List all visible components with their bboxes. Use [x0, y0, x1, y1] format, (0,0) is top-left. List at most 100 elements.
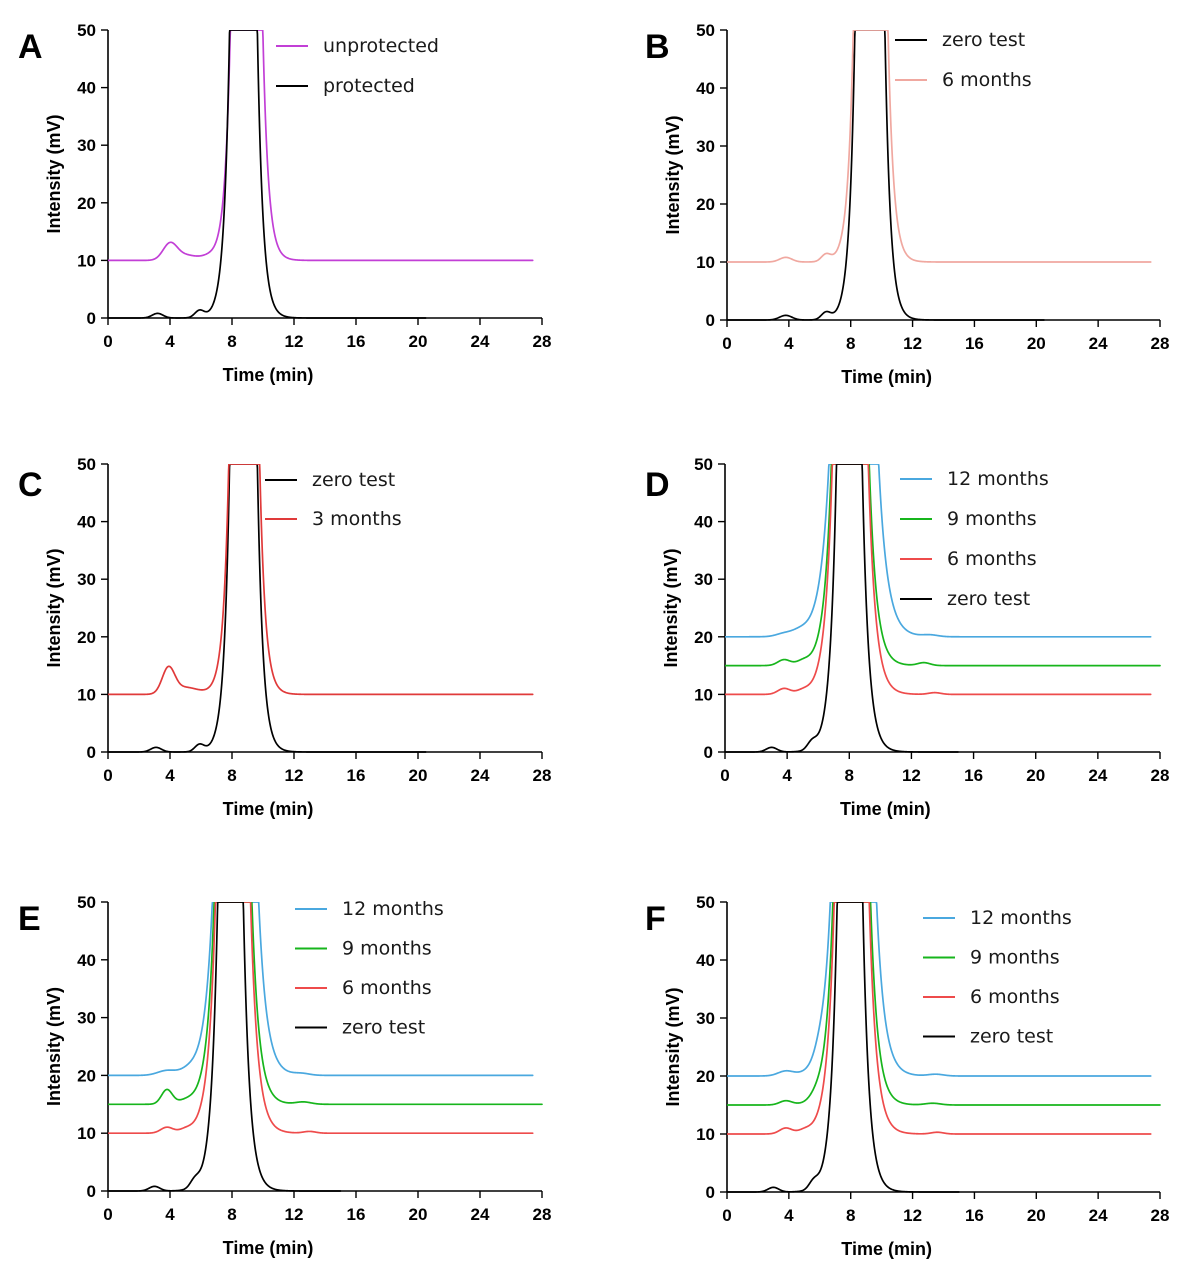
x-tick-label: 16: [347, 332, 366, 351]
y-tick-label: 40: [77, 513, 96, 532]
y-tick-label: 0: [706, 311, 715, 330]
y-tick-label: 20: [77, 194, 96, 213]
x-tick-label: 12: [285, 766, 304, 785]
x-tick-label: 28: [1151, 766, 1170, 785]
x-tick-label: 16: [965, 1206, 984, 1225]
x-tick-label: 28: [533, 332, 552, 351]
legend-label: 12 months: [342, 898, 444, 920]
y-tick-label: 40: [77, 79, 96, 98]
series-line-unprotected: [108, 30, 534, 262]
legend-label: zero test: [942, 29, 1025, 51]
y-tick-label: 30: [694, 570, 713, 589]
series-line-zero-test: [108, 902, 342, 1192]
x-axis-title: Time (min): [223, 365, 314, 385]
y-tick-label: 20: [696, 1067, 715, 1086]
y-tick-label: 30: [77, 1009, 96, 1028]
panel-letter: D: [645, 466, 670, 504]
x-tick-label: 28: [533, 1205, 552, 1224]
series-line-zero-test: [727, 30, 1045, 321]
y-tick-label: 0: [87, 743, 96, 762]
legend-label: 9 months: [970, 947, 1060, 969]
y-axis-title: Intensity (mV): [44, 114, 64, 233]
x-tick-label: 4: [165, 1205, 175, 1224]
y-tick-label: 20: [694, 628, 713, 647]
x-tick-label: 16: [347, 1205, 366, 1224]
x-tick-label: 24: [471, 766, 490, 785]
legend-label: 9 months: [342, 938, 432, 960]
y-axis-title: Intensity (mV): [44, 987, 64, 1106]
y-tick-label: 0: [706, 1183, 715, 1202]
series-line-6-months: [108, 902, 534, 1135]
y-axis-title: Intensity (mV): [661, 548, 681, 667]
x-axis-title: Time (min): [840, 799, 931, 819]
chart-panel-a: A 0 4 8 12 16 20 24 28 0 10 20 30 40 50 Time (min) Inten…: [18, 21, 551, 385]
legend-label: 12 months: [947, 468, 1049, 490]
series-line-zero-test: [727, 902, 960, 1193]
series-line-zero-test: [108, 464, 427, 753]
y-tick-label: 10: [694, 685, 713, 704]
y-tick-label: 30: [696, 1009, 715, 1028]
y-tick-label: 50: [696, 893, 715, 912]
y-tick-label: 50: [77, 455, 96, 474]
y-tick-label: 40: [696, 79, 715, 98]
x-tick-label: 20: [409, 332, 428, 351]
legend-label: 6 months: [342, 977, 432, 999]
x-tick-label: 4: [165, 332, 175, 351]
x-tick-label: 12: [903, 1206, 922, 1225]
series-line-protected: [108, 30, 427, 319]
y-tick-label: 50: [77, 893, 96, 912]
y-tick-label: 10: [77, 1124, 96, 1143]
y-tick-label: 40: [696, 951, 715, 970]
series-line-9-months: [108, 902, 543, 1106]
y-tick-label: 50: [694, 455, 713, 474]
x-tick-label: 24: [1089, 334, 1108, 353]
x-tick-label: 8: [846, 1206, 855, 1225]
legend-label: zero test: [947, 588, 1030, 610]
y-axis-title: Intensity (mV): [663, 115, 683, 234]
y-tick-label: 50: [77, 21, 96, 40]
panel-letter: A: [18, 28, 43, 66]
x-tick-label: 8: [845, 766, 854, 785]
x-tick-label: 12: [903, 334, 922, 353]
y-tick-label: 30: [696, 137, 715, 156]
panel-letter: B: [645, 28, 670, 66]
y-tick-label: 40: [694, 513, 713, 532]
y-tick-label: 0: [87, 1182, 96, 1201]
x-tick-label: 12: [902, 766, 921, 785]
x-tick-label: 0: [720, 766, 729, 785]
x-tick-label: 4: [782, 766, 792, 785]
y-tick-label: 40: [77, 951, 96, 970]
series-line-12-months: [725, 464, 1152, 638]
x-tick-label: 24: [1089, 1206, 1108, 1225]
panel-letter: C: [18, 466, 43, 504]
x-axis-title: Time (min): [841, 367, 932, 387]
x-tick-label: 8: [227, 1205, 236, 1224]
series-line-9-months: [727, 902, 1161, 1106]
x-tick-label: 20: [1027, 334, 1046, 353]
y-tick-label: 0: [87, 309, 96, 328]
y-tick-label: 10: [696, 1125, 715, 1144]
y-tick-label: 10: [77, 251, 96, 270]
x-tick-label: 0: [722, 1206, 731, 1225]
series-line-12-months: [727, 902, 1152, 1077]
x-tick-label: 12: [285, 332, 304, 351]
chart-panel-d: D 0 4 8 12 16 20 24 28 0 10 20 30 40 50 Time (min) Inten…: [645, 455, 1169, 819]
legend-label: zero test: [970, 1026, 1053, 1048]
chart-panel-c: C 0 4 8 12 16 20 24 28 0 10 20 30 40 50 Time (min) Inten…: [18, 455, 551, 819]
panel-letter: E: [18, 900, 41, 938]
y-tick-label: 0: [704, 743, 713, 762]
x-axis-title: Time (min): [841, 1239, 932, 1259]
x-tick-label: 8: [227, 766, 236, 785]
x-tick-label: 16: [347, 766, 366, 785]
x-tick-label: 12: [285, 1205, 304, 1224]
x-tick-label: 28: [533, 766, 552, 785]
series-line-9-months: [725, 464, 1161, 667]
x-tick-label: 28: [1151, 1206, 1170, 1225]
y-tick-label: 30: [77, 570, 96, 589]
legend-label: protected: [323, 75, 415, 97]
legend-label: 6 months: [947, 548, 1037, 570]
x-tick-label: 16: [964, 766, 983, 785]
legend-label: zero test: [342, 1017, 425, 1039]
x-tick-label: 28: [1151, 334, 1170, 353]
